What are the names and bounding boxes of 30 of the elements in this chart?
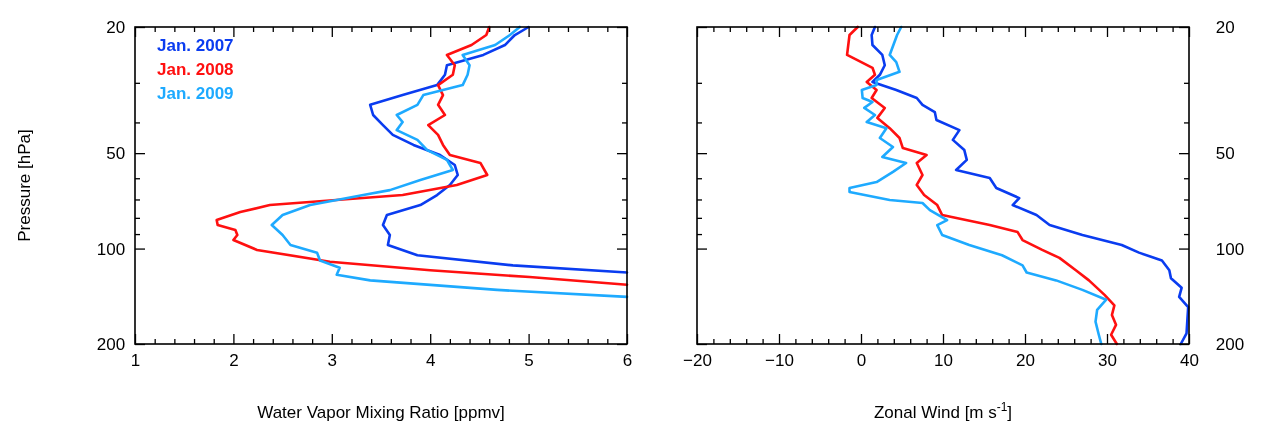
y-tick-label: 200 — [96, 334, 126, 354]
x-tick-label: 0 — [856, 350, 867, 370]
x-tick-label: 2 — [229, 350, 239, 370]
x-tick-label: 3 — [327, 350, 338, 370]
y-axis-title: Pressure [hPa] — [15, 129, 34, 242]
x-tick-label: 5 — [524, 350, 534, 370]
x-tick-label: 10 — [934, 350, 953, 370]
x-tick-label: 30 — [1098, 350, 1117, 370]
line-series — [368, 25, 629, 274]
text: Jan. 2007 — [157, 36, 234, 55]
x-tick-label: 1 — [130, 350, 141, 370]
x-axis-title: Water Vapor Mixing Ratio [ppmv] — [257, 403, 505, 422]
y2-tick-label: 100 — [1215, 239, 1245, 259]
x-tick-label: 40 — [1180, 350, 1199, 370]
y2-tick-label: 50 — [1215, 144, 1235, 164]
x-tick-label: 20 — [1016, 350, 1035, 370]
y2-tick-label: 200 — [1215, 334, 1245, 354]
x-tick-label: 4 — [425, 350, 436, 370]
x-axis-title: Zonal Wind [m s$^{-1}$] — [873, 400, 1013, 422]
x-tick-label: −10 — [765, 350, 794, 370]
line-series — [270, 25, 629, 299]
text: Jan. 2009 — [157, 84, 234, 103]
text: Jan. 2008 — [157, 60, 234, 79]
y-tick-label: 50 — [106, 144, 126, 164]
line-series — [870, 25, 1190, 346]
x-tick-label: −20 — [683, 350, 712, 370]
x-tick-label: 6 — [622, 350, 633, 370]
y-tick-label: 100 — [96, 239, 126, 259]
y2-tick-label: 20 — [1215, 17, 1235, 37]
y-tick-label: 20 — [106, 17, 126, 37]
